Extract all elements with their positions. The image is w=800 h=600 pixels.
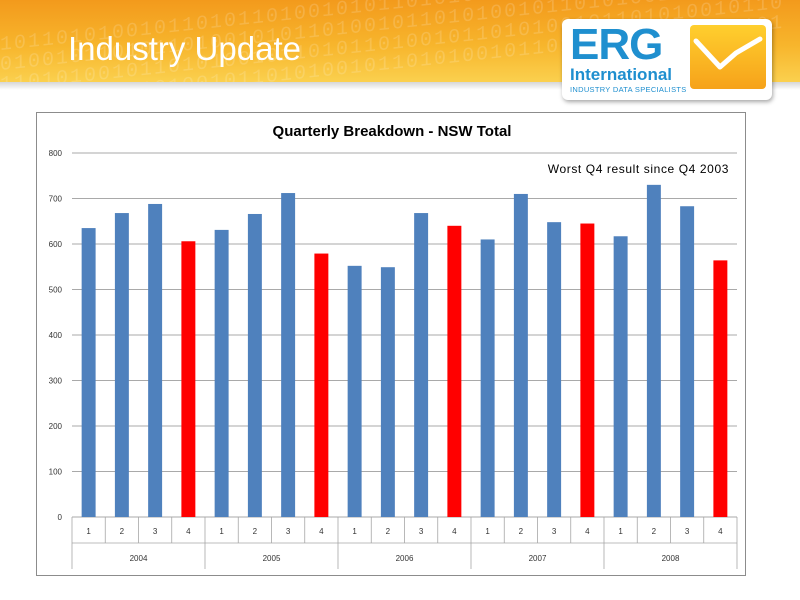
quarter-label: 4 <box>718 527 723 536</box>
quarter-label: 2 <box>519 527 524 536</box>
bar <box>414 213 429 517</box>
quarter-label: 3 <box>552 527 557 536</box>
y-tick-label: 400 <box>49 331 63 340</box>
bar <box>646 184 661 517</box>
quarter-label: 4 <box>319 527 324 536</box>
envelope-icon <box>690 25 766 89</box>
quarter-label: 2 <box>253 527 258 536</box>
y-tick-label: 800 <box>49 149 63 158</box>
quarter-label: 2 <box>120 527 125 536</box>
bar <box>347 265 362 517</box>
year-label: 2008 <box>662 554 680 563</box>
bar-q4 <box>580 223 595 517</box>
y-tick-label: 600 <box>49 240 63 249</box>
bar-q4 <box>447 225 462 518</box>
y-tick-label: 0 <box>58 513 63 522</box>
quarter-label: 1 <box>352 527 357 536</box>
quarter-label: 1 <box>618 527 623 536</box>
bar <box>613 236 628 517</box>
chart-annotation: Worst Q4 result since Q4 2003 <box>548 162 729 176</box>
quarter-label: 3 <box>419 527 424 536</box>
bar <box>513 193 528 517</box>
bar <box>114 213 129 517</box>
bar <box>214 229 229 517</box>
chart-frame: 0 100 200 300 400 500 600 700 800 1 2 3 4 2004 1 2 3 4 20… <box>36 112 746 576</box>
bar <box>547 222 562 517</box>
quarter-label: 4 <box>585 527 590 536</box>
y-tick-label: 200 <box>49 422 63 431</box>
quarter-label: 2 <box>386 527 391 536</box>
bar-q4 <box>713 260 728 517</box>
y-tick-label: 100 <box>49 468 63 477</box>
year-label: 2004 <box>130 554 148 563</box>
quarter-label: 3 <box>685 527 690 536</box>
year-label: 2005 <box>263 554 281 563</box>
banner-shadow <box>0 82 800 90</box>
bar <box>81 228 96 517</box>
logo-name: ERG <box>570 20 663 69</box>
quarter-label: 1 <box>219 527 224 536</box>
quarter-label: 1 <box>485 527 490 536</box>
bar <box>480 239 495 517</box>
slide-title: Industry Update <box>68 30 301 67</box>
bar <box>380 267 395 517</box>
quarter-label: 4 <box>452 527 457 536</box>
logo-subtitle: International <box>570 65 673 84</box>
quarter-label: 1 <box>86 527 91 536</box>
quarter-label: 3 <box>286 527 291 536</box>
grid-lines <box>72 152 737 518</box>
y-axis-ticks: 0 100 200 300 400 500 600 700 800 <box>49 149 63 522</box>
erg-logo: ERG International INDUSTRY DATA SPECIALI… <box>562 19 772 100</box>
bar-q4 <box>314 253 329 517</box>
y-tick-label: 700 <box>49 195 63 204</box>
quarter-label: 3 <box>153 527 158 536</box>
bar <box>148 203 163 517</box>
y-tick-label: 300 <box>49 377 63 386</box>
quarter-label: 2 <box>652 527 657 536</box>
quarter-label: 4 <box>186 527 191 536</box>
year-label: 2006 <box>396 554 414 563</box>
bar-q4 <box>181 241 196 517</box>
y-tick-label: 500 <box>49 286 63 295</box>
bars <box>81 184 728 518</box>
chart-title: Quarterly Breakdown - NSW Total <box>273 123 512 140</box>
bar <box>281 193 296 517</box>
x-axis-table: 1 2 3 4 2004 1 2 3 4 2005 1 2 3 4 2006 1 2 3 4 2007 1 2 3 4 2008 <box>71 517 738 569</box>
logo-tagline: INDUSTRY DATA SPECIALISTS <box>570 85 687 94</box>
bar <box>680 206 695 518</box>
year-label: 2007 <box>529 554 547 563</box>
bar <box>247 213 262 517</box>
